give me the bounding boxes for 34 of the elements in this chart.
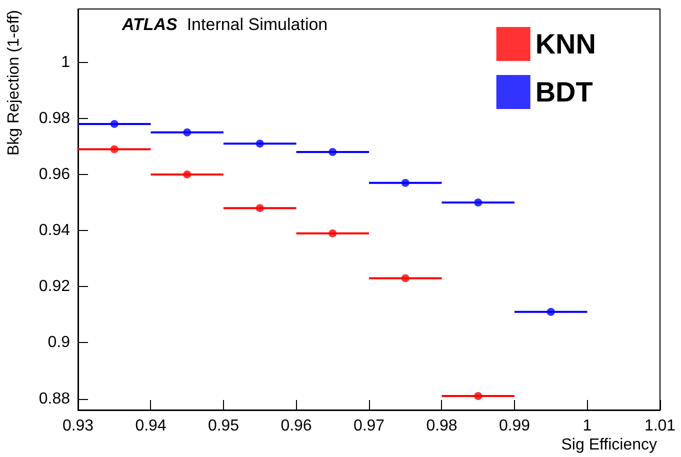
legend-label: BDT	[535, 76, 593, 108]
x-tick-label: 0.96	[280, 418, 312, 434]
x-tick-label: 1.01	[644, 418, 676, 434]
y-tick-label: 0.96	[38, 166, 70, 183]
point	[256, 204, 264, 212]
point	[546, 308, 555, 316]
y-tick-label: 0.9	[48, 334, 70, 352]
x-tick-label: 0.95	[208, 418, 240, 434]
point	[110, 120, 118, 128]
point	[328, 229, 337, 238]
point	[183, 128, 192, 136]
point	[474, 198, 482, 206]
point	[474, 392, 482, 400]
y-axis-title: Bkg Rejection (1-eff)	[6, 10, 22, 156]
x-tick-label: 0.93	[62, 418, 94, 434]
y-tick-label: 1	[61, 54, 70, 71]
x-tick-label: 0.98	[426, 418, 458, 434]
y-tick-label: 0.88	[38, 390, 70, 408]
point	[328, 148, 337, 156]
y-tick-label: 0.98	[38, 110, 70, 127]
y-tick-label: 0.94	[38, 222, 70, 240]
x-tick-label: 0.97	[353, 418, 385, 434]
x-axis-title: Sig Efficiency	[561, 436, 657, 454]
annotation: ATLAS Internal Simulation	[121, 15, 328, 34]
x-tick-label: 0.94	[135, 418, 166, 434]
point	[183, 170, 192, 178]
point	[401, 274, 410, 282]
legend-label: KNN	[535, 28, 596, 60]
y-tick-label: 0.92	[38, 278, 70, 296]
point	[401, 178, 410, 187]
point	[110, 145, 118, 154]
x-tick-label: 0.99	[498, 418, 530, 434]
point	[256, 140, 264, 148]
x-tick-label: 1	[582, 418, 592, 434]
